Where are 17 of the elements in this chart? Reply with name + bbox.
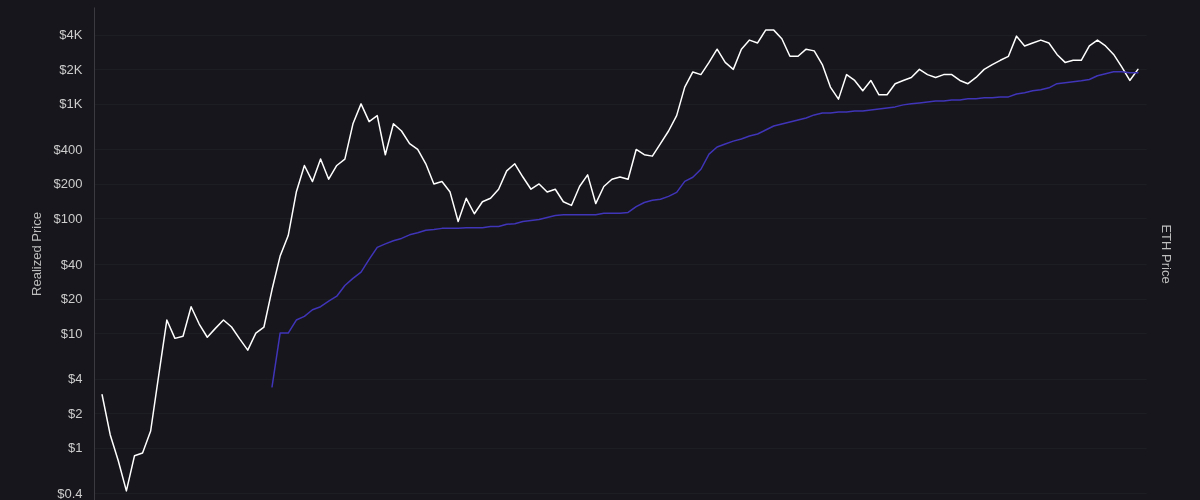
- y-tick-label: $10: [60, 325, 83, 341]
- y-tick-label: $2K: [59, 61, 83, 77]
- y-tick-label: $40: [60, 256, 83, 272]
- y2-axis-title: ETH Price: [1158, 224, 1174, 284]
- y-tick-label: $4: [68, 371, 83, 387]
- y-tick-label: $0.4: [57, 485, 83, 500]
- y-tick-label: $1: [68, 440, 83, 456]
- y-axis-title: Realized Price: [28, 212, 44, 296]
- line-series: [101, 29, 1139, 492]
- y-tick-label: $4K: [59, 27, 83, 43]
- y-tick-label: $200: [53, 176, 83, 192]
- line-series: [271, 70, 1139, 388]
- y-tick-label: $400: [53, 141, 83, 157]
- y-tick-label: $2: [68, 405, 83, 421]
- y-tick-label: $100: [53, 210, 83, 226]
- y-tick-label: $20: [60, 291, 83, 307]
- y-tick-label: $1K: [59, 96, 83, 112]
